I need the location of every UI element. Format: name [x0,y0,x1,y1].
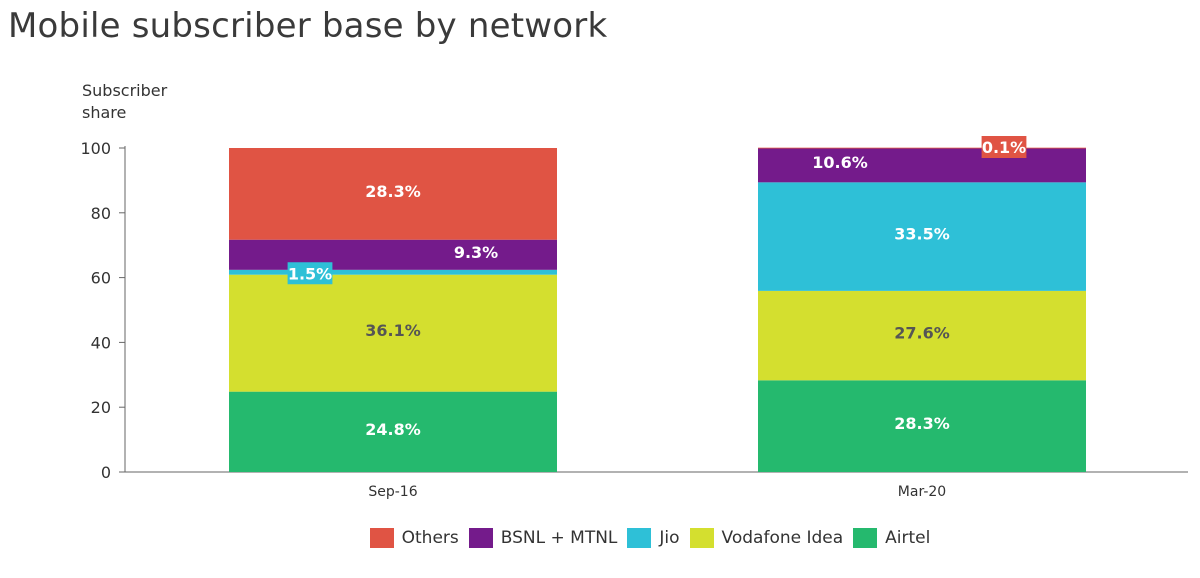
y-tick-label: 40 [91,333,111,352]
legend-label: BSNL + MTNL [500,528,618,548]
data-label-box [981,136,1027,158]
legend-item: Others [369,528,459,548]
data-label: 27.6% [894,324,950,343]
chart-legend: Others BSNL + MTNL Jio Vodafone Idea Airtel [0,528,1200,548]
bar-segment [758,380,1086,472]
legend-label: Others [401,528,459,548]
bar-segment [229,269,557,275]
bar-segment [229,274,557,392]
legend-swatch [853,528,878,548]
legend-label: Jio [659,528,680,548]
y-tick-label: 100 [80,139,111,158]
bar-segment [758,182,1086,291]
y-tick-label: 20 [91,398,111,417]
y-tick-label: 60 [91,269,111,288]
legend-item: BSNL + MTNL [468,528,618,548]
bar-segment [758,290,1086,381]
data-label: 24.8% [365,420,421,439]
x-tick-label: Sep-16 [368,484,417,500]
bar-segment [229,239,557,270]
legend-swatch [369,528,394,548]
bar-segment [758,148,1086,183]
data-label: 10.6% [812,153,868,172]
legend-item: Airtel [853,528,930,548]
y-axis-label-line-1: Subscriber [82,81,168,100]
legend-swatch [468,528,493,548]
data-label: 28.3% [894,414,950,433]
data-label: 36.1% [365,321,421,340]
bar-segment [229,148,557,240]
data-label: 0.1% [982,138,1026,157]
y-tick-label: 80 [91,204,111,223]
data-label: 1.5% [288,264,332,283]
chart-title: Mobile subscriber base by network [8,6,608,46]
legend-label: Vodafone Idea [721,528,844,548]
data-label-box [287,262,333,285]
y-tick-label: 0 [101,463,111,482]
data-label: 9.3% [454,243,498,262]
x-tick-label: Mar-20 [898,484,946,500]
data-label: 33.5% [894,225,950,244]
legend-label: Airtel [885,528,931,548]
legend-item: Vodafone Idea [689,528,844,548]
legend-item: Jio [627,528,680,548]
y-axis-label-line-2: share [82,103,127,122]
data-label: 28.3% [365,182,421,201]
legend-swatch [689,528,714,548]
bar-segment [758,147,1086,149]
y-axis-label: Subscriber share [82,80,167,124]
legend-swatch [627,528,652,548]
bar-segment [229,391,557,472]
